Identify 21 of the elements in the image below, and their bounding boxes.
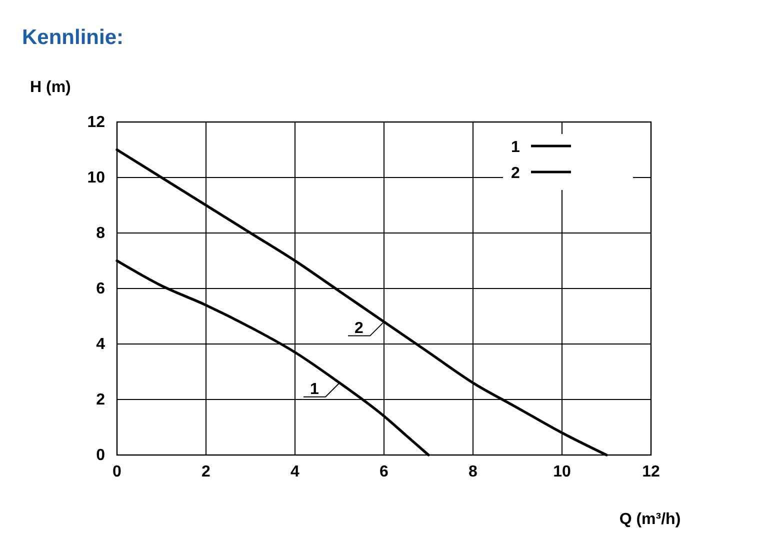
text: 2 <box>354 320 364 337</box>
y-tick-label: 6 <box>96 280 106 298</box>
y-axis-title: H (m) <box>30 79 71 96</box>
text: 1 <box>310 380 319 398</box>
x-tick-label: 6 <box>380 463 389 480</box>
legend-label: 1 <box>511 139 520 156</box>
y-tick-label: 10 <box>87 170 106 187</box>
chart-title: Kennlinie: <box>22 26 124 49</box>
legend-label: 2 <box>511 165 520 182</box>
x-tick-label: 4 <box>290 463 300 480</box>
x-tick-label: 2 <box>202 463 211 480</box>
x-axis-title: Q (m³/h) <box>619 511 681 528</box>
y-tick-label: 2 <box>96 392 106 409</box>
x-tick-label: 0 <box>112 463 122 480</box>
y-tick-label: 0 <box>96 447 106 464</box>
y-tick-label: 4 <box>96 336 106 354</box>
x-tick-label: 10 <box>553 463 571 480</box>
x-tick-label: 12 <box>642 463 660 480</box>
y-tick-label: 12 <box>87 114 106 132</box>
y-tick-label: 8 <box>96 225 106 242</box>
x-tick-label: 8 <box>468 463 478 480</box>
